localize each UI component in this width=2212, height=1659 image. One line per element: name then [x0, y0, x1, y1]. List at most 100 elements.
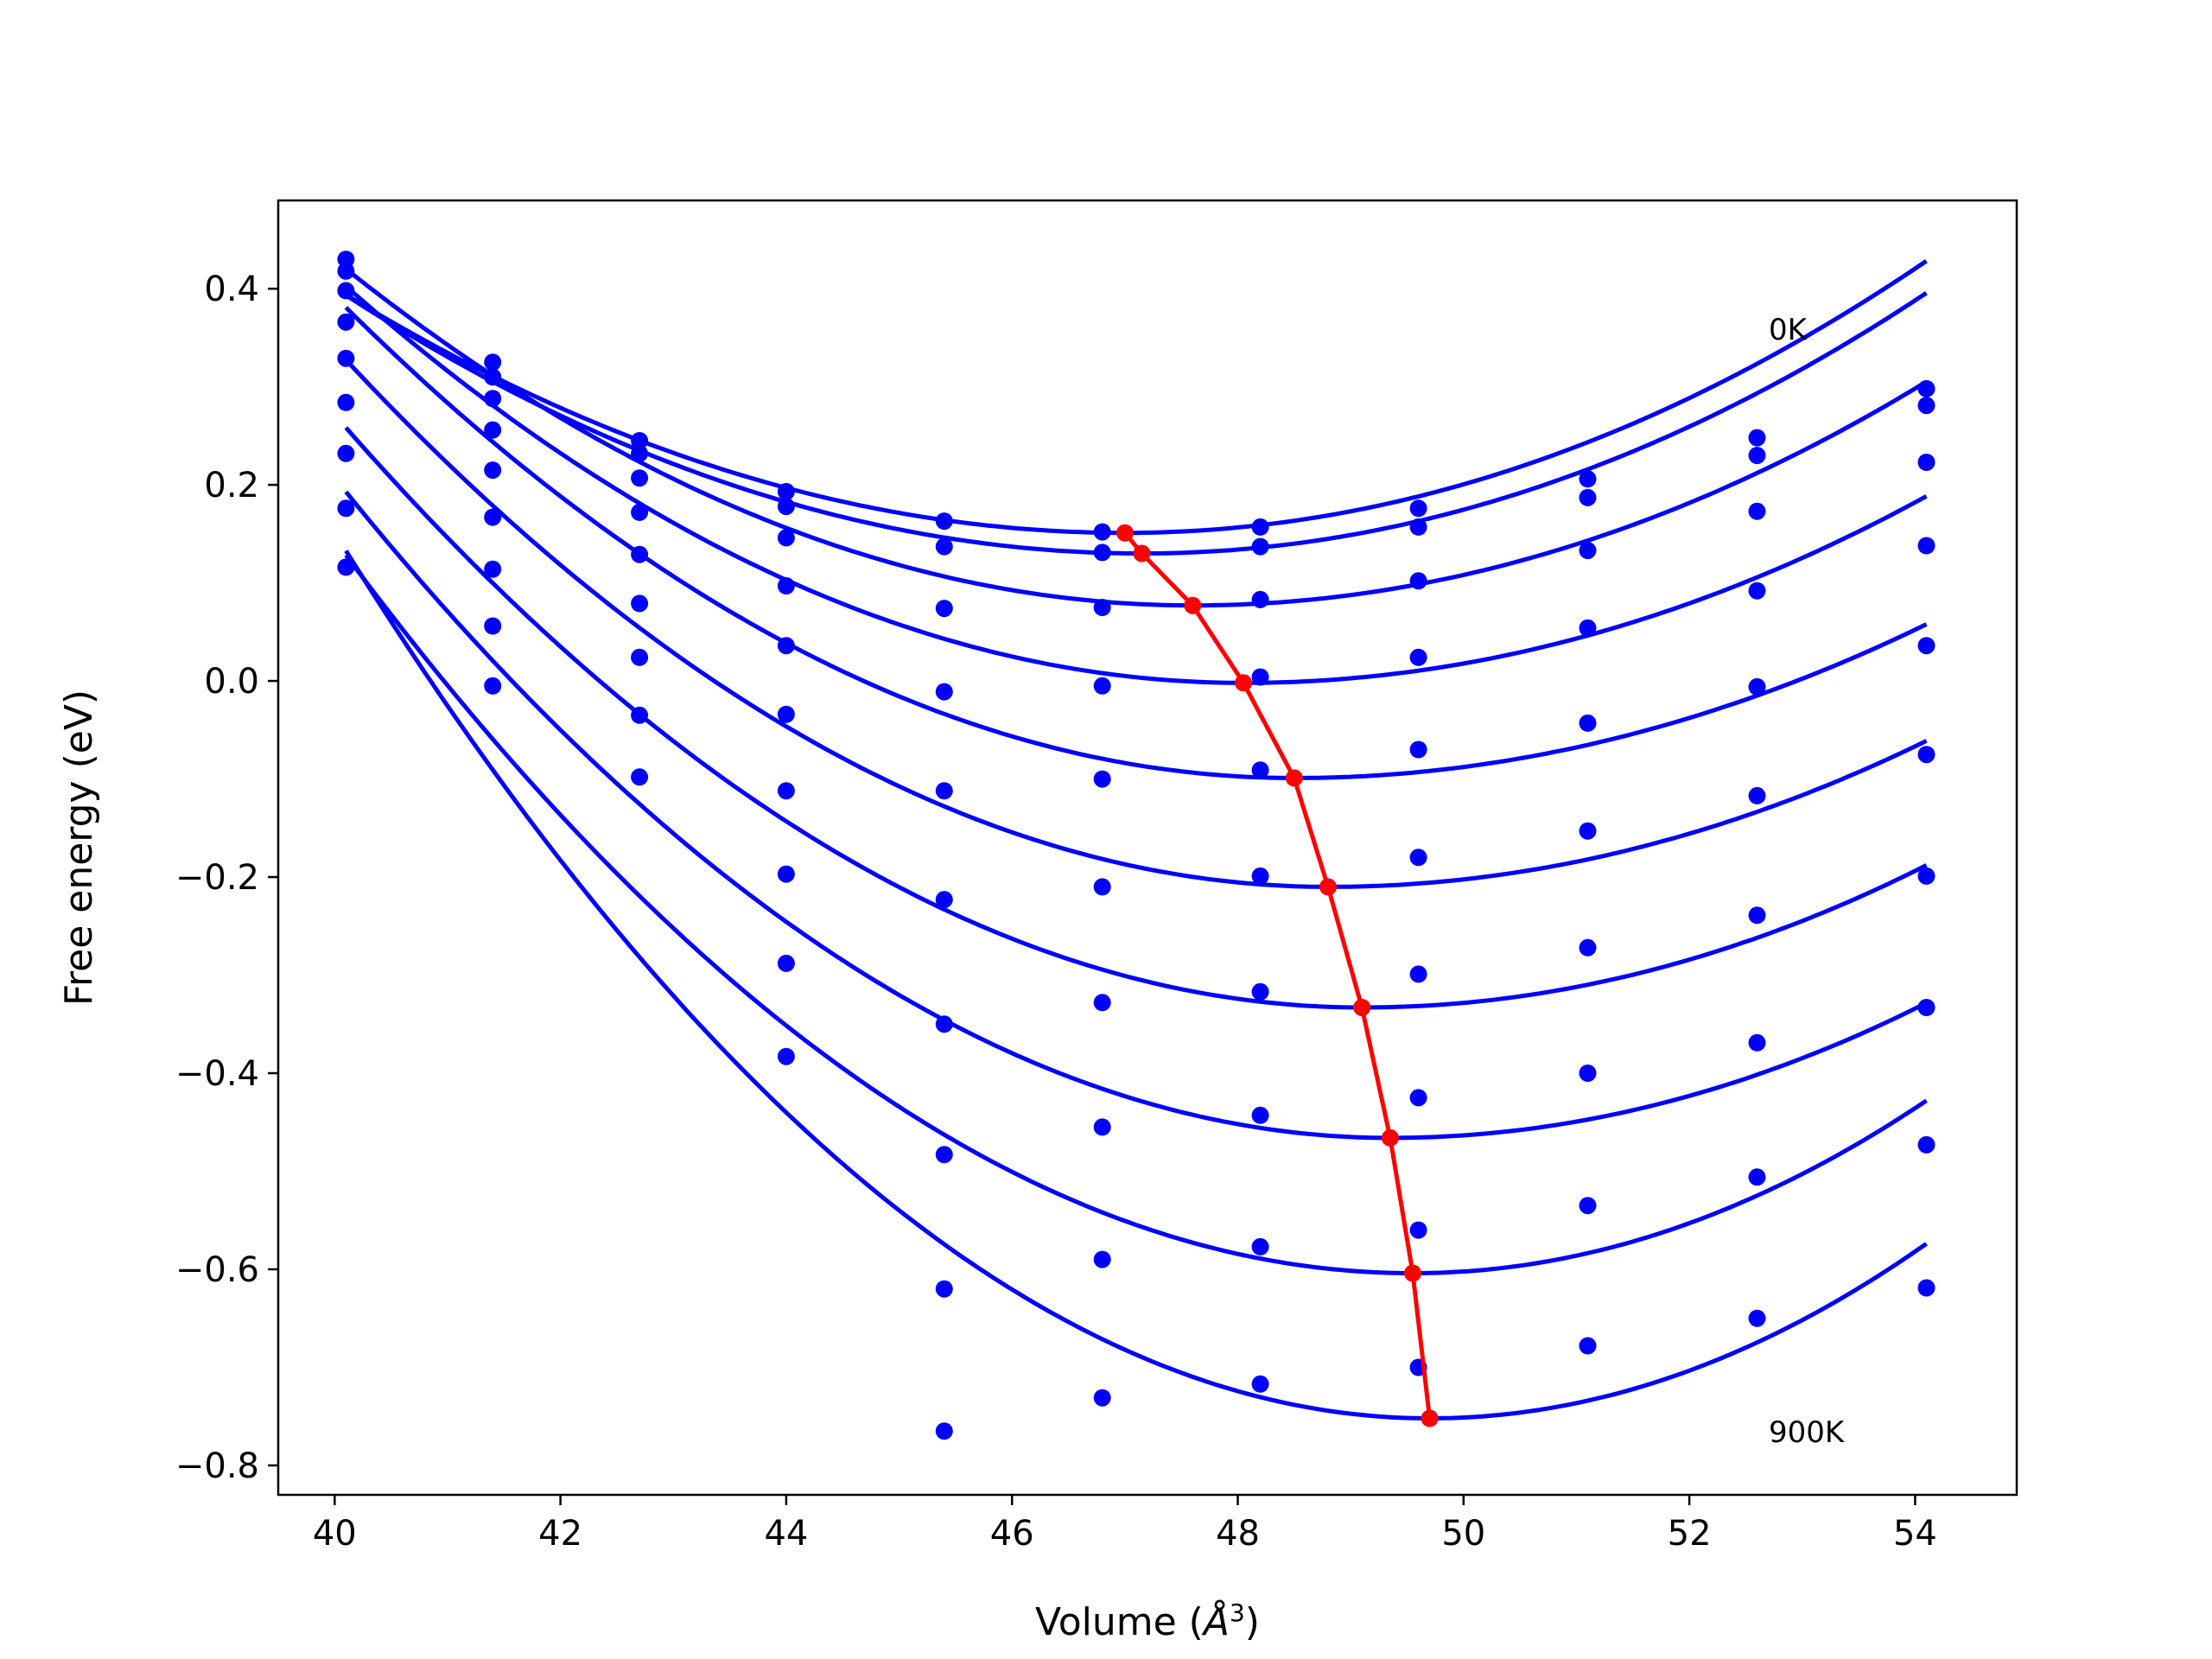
data-point-0-7: [1409, 499, 1427, 518]
x-tick-label-7: 54: [1893, 1514, 1937, 1554]
data-point-0-5: [1093, 523, 1111, 541]
data-point-5-1: [484, 508, 502, 526]
data-point-3-8: [1579, 619, 1597, 637]
data-point-9-8: [1579, 1337, 1597, 1355]
fit-curve-4: [344, 306, 1928, 780]
data-point-5-9: [1748, 786, 1766, 804]
data-point-1-8: [1579, 488, 1597, 506]
data-point-8-3: [777, 954, 795, 972]
plot-frame: [276, 199, 2018, 1497]
data-point-7-5: [1093, 1118, 1111, 1136]
data-point-8-5: [1093, 1250, 1111, 1268]
data-point-1-9: [1748, 447, 1766, 465]
data-point-2-0: [337, 282, 355, 300]
minimum-point-5: [1319, 878, 1337, 896]
data-point-5-8: [1579, 822, 1597, 840]
minimum-point-8: [1404, 1264, 1421, 1282]
fit-curve-7: [344, 490, 1928, 1141]
data-point-8-9: [1748, 1168, 1766, 1186]
x-tick-label-1: 42: [538, 1514, 582, 1554]
data-point-2-3: [777, 529, 795, 547]
x-tick-label-0: 40: [313, 1514, 357, 1554]
data-point-2-10: [1917, 454, 1936, 471]
data-point-5-10: [1917, 746, 1936, 764]
data-point-1-1: [484, 368, 502, 386]
annotation-900k: 900K: [1769, 1415, 1846, 1450]
x-tick-label-4: 48: [1216, 1514, 1260, 1554]
minimum-point-9: [1421, 1409, 1439, 1427]
data-point-7-10: [1917, 999, 1936, 1016]
y-tick-label-6: −0.8: [175, 1446, 259, 1486]
data-point-8-10: [1917, 1135, 1936, 1154]
data-point-4-10: [1917, 637, 1936, 655]
data-point-7-0: [337, 499, 355, 518]
data-point-6-4: [935, 1015, 953, 1033]
data-point-4-4: [935, 782, 953, 800]
y-tick-label-5: −0.6: [175, 1250, 259, 1290]
x-axis-label: Volume (Å3): [1035, 1599, 1260, 1644]
data-point-2-9: [1748, 502, 1766, 520]
fit-curve-9: [344, 550, 1928, 1421]
data-point-4-6: [1251, 761, 1269, 779]
data-point-1-7: [1409, 518, 1427, 536]
fit-curve-8: [344, 554, 1928, 1275]
data-point-4-5: [1093, 770, 1111, 788]
minimum-point-6: [1353, 999, 1371, 1016]
x-axis-ticks: 40 42 44 46 48 50 52 54: [313, 1495, 1937, 1554]
data-point-9-4: [935, 1422, 953, 1440]
data-point-1-4: [935, 537, 953, 556]
data-point-8-8: [1579, 1197, 1597, 1215]
minimum-point-2: [1184, 596, 1202, 614]
minimum-point-1: [1133, 544, 1151, 563]
data-point-2-4: [935, 600, 953, 618]
data-point-4-8: [1579, 714, 1597, 732]
data-point-0-4: [935, 512, 953, 531]
fit-curves: [344, 259, 1928, 1421]
minimum-point-0: [1116, 524, 1134, 542]
data-point-7-8: [1579, 1065, 1597, 1082]
minimum-point-4: [1285, 769, 1303, 787]
data-point-6-0: [337, 444, 355, 462]
data-point-2-8: [1579, 542, 1597, 560]
annotation-0k: 0K: [1769, 313, 1808, 347]
data-point-6-9: [1748, 906, 1766, 925]
y-axis-ticks: 0.4 0.2 0.0 −0.2 −0.4 −0.6 −0.8: [175, 270, 278, 1486]
data-point-2-7: [1409, 572, 1427, 590]
data-point-7-3: [777, 865, 795, 883]
data-point-7-4: [935, 1146, 953, 1164]
data-point-7-2: [631, 706, 649, 724]
data-point-3-9: [1748, 582, 1766, 600]
data-point-0-2: [631, 432, 649, 449]
data-point-1-3: [777, 498, 795, 516]
data-point-7-9: [1748, 1033, 1766, 1052]
data-point-5-5: [1093, 878, 1111, 896]
data-point-5-0: [337, 393, 355, 411]
data-points: [337, 251, 1936, 1440]
data-point-8-1: [484, 677, 502, 695]
y-tick-label-4: −0.4: [175, 1054, 259, 1094]
data-point-1-5: [1093, 543, 1111, 562]
data-point-6-1: [484, 560, 502, 578]
x-axis-label-close: ): [1245, 1600, 1260, 1644]
data-point-3-6: [1251, 668, 1269, 686]
data-point-6-7: [1409, 965, 1427, 983]
data-point-0-1: [484, 353, 502, 372]
fit-curve-6: [344, 426, 1928, 1010]
data-point-7-7: [1409, 1089, 1427, 1107]
data-point-2-1: [484, 390, 502, 408]
data-point-1-2: [631, 444, 649, 462]
data-point-1-6: [1251, 537, 1269, 556]
data-point-6-8: [1579, 938, 1597, 957]
y-tick-label-3: −0.2: [175, 858, 259, 898]
minimum-path-line: [1122, 531, 1433, 1419]
x-tick-label-5: 50: [1441, 1514, 1485, 1554]
minimum-point-3: [1235, 674, 1253, 692]
data-point-3-10: [1917, 537, 1936, 555]
data-point-8-6: [1251, 1237, 1269, 1255]
data-point-0-3: [777, 483, 795, 500]
data-point-5-7: [1409, 849, 1427, 867]
data-point-4-1: [484, 461, 502, 480]
y-tick-label-2: 0.0: [204, 662, 259, 702]
fit-curve-2: [344, 267, 1928, 608]
